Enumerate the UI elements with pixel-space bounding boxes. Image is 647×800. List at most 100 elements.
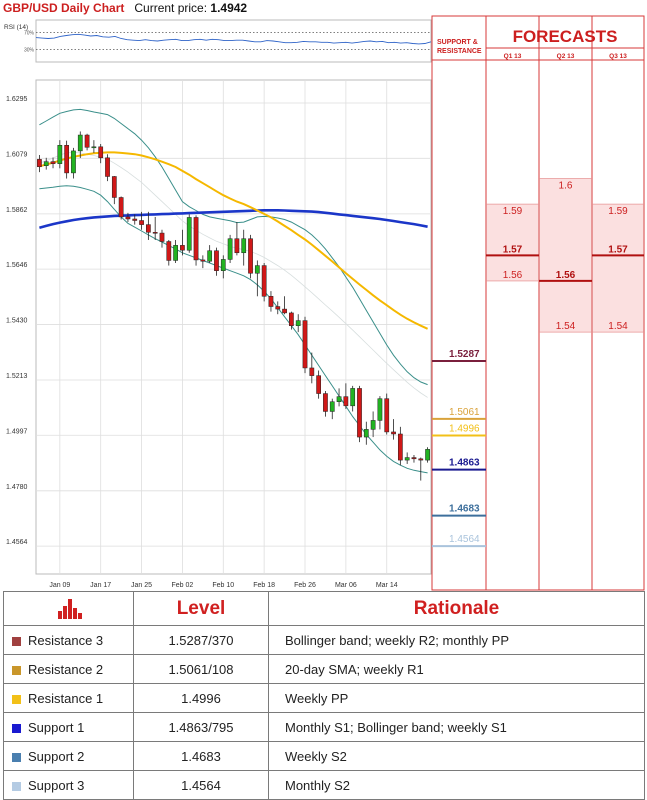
forecast-range-box — [486, 203, 539, 282]
candle-body — [193, 217, 199, 261]
candle-body — [350, 388, 356, 407]
sr-level-label: 1.4683 — [449, 504, 480, 515]
level-name-cell: Support 3 — [3, 770, 134, 800]
candle-body — [397, 433, 403, 461]
candle-body — [71, 150, 76, 174]
x-tick-label: Feb 10 — [212, 582, 234, 589]
candle-body — [377, 398, 383, 421]
forecast-column-header: Q3 13 — [609, 53, 627, 60]
level-name: Resistance 1 — [28, 690, 104, 706]
candle-body — [254, 265, 260, 274]
candle-body — [309, 367, 315, 376]
candle-body — [241, 238, 247, 254]
candle-body — [173, 245, 178, 261]
forecast-title: FORECASTS — [513, 27, 618, 46]
candle-body — [111, 176, 117, 198]
candle-body — [289, 312, 294, 326]
price-value: 1.4942 — [210, 1, 248, 15]
candle-body — [343, 396, 349, 407]
levels-table: Level Rationale Resistance 3 1.5287/370 Bo… — [3, 591, 645, 800]
candle-body — [275, 306, 281, 310]
candle-body — [132, 218, 138, 221]
candle-body — [302, 320, 308, 369]
candle-body — [268, 296, 274, 307]
bar-chart-icon — [56, 598, 82, 619]
level-name: Resistance 2 — [28, 661, 104, 677]
candle-body — [234, 238, 240, 254]
level-value-cell: 1.4683 — [133, 741, 269, 771]
forecast-high-label: 1.59 — [503, 206, 523, 217]
level-rationale-cell: Monthly S2 — [268, 770, 645, 800]
forecast-range-box — [592, 203, 644, 333]
y-tick-label: 1.6295 — [6, 96, 28, 103]
candle-body — [418, 458, 424, 461]
candle-body — [139, 220, 144, 225]
level-value-cell: 1.4863/795 — [133, 712, 269, 742]
y-tick-label: 1.5213 — [6, 373, 28, 380]
levels-table-row: Support 1 1.4863/795 Monthly S1; Bollinger… — [3, 712, 645, 742]
level-color-swatch — [12, 781, 21, 791]
candle-body — [84, 134, 90, 148]
candle-body — [391, 431, 396, 435]
candle-body — [404, 457, 410, 461]
rationale-column-header: Rationale — [268, 591, 645, 626]
levels-header-row: Level Rationale — [3, 591, 645, 626]
candle-body — [186, 217, 192, 251]
levels-table-row: Support 2 1.4683 Weekly S2 — [3, 741, 645, 771]
forecast-low-label: 1.54 — [608, 321, 628, 332]
level-rationale-cell: 20-day SMA; weekly R1 — [268, 654, 645, 684]
level-color-swatch — [12, 723, 21, 733]
candle-body — [282, 308, 287, 314]
chart-canvas: RSI (14)70% 30% 1.6295 1.6079 1.5862 1.5646 1.… — [4, 15, 645, 591]
y-tick-label: 1.5430 — [6, 317, 28, 324]
bollinger-upper-line — [39, 108, 428, 386]
candle-body — [336, 396, 342, 402]
level-name: Support 1 — [28, 719, 85, 735]
rsi-line — [35, 33, 432, 45]
chart-title: GBP/USD Daily Chart — [3, 1, 125, 15]
rsi-title: RSI (14) — [4, 24, 28, 31]
forecast-panel-border — [431, 15, 645, 591]
candle-body — [261, 265, 267, 297]
y-tick-label: 1.4997 — [6, 428, 28, 435]
x-tick-label: Mar 06 — [335, 582, 357, 589]
candle-body — [425, 449, 430, 461]
candle-body — [125, 216, 131, 220]
level-column-header: Level — [133, 591, 269, 626]
levels-table-row: Resistance 2 1.5061/108 20-day SMA; weekly… — [3, 654, 645, 684]
candle-body — [200, 259, 206, 262]
level-name-cell: Support 2 — [3, 741, 134, 771]
forecast-mid-label: 1.57 — [608, 244, 628, 255]
level-color-swatch — [12, 694, 21, 704]
level-value-cell: 1.5287/370 — [133, 625, 269, 655]
level-rationale-cell: Weekly PP — [268, 683, 645, 713]
x-tick-label: Jan 09 — [49, 582, 70, 589]
candle-body — [295, 320, 301, 326]
forecast-low-label: 1.54 — [556, 321, 576, 332]
level-name-cell: Resistance 2 — [3, 654, 134, 684]
forecast-range-box — [539, 178, 592, 333]
candle-body — [166, 241, 172, 261]
sr-level-label: 1.5061 — [449, 407, 480, 418]
rsi-tick-label: 70% — [24, 31, 35, 37]
level-color-swatch — [12, 636, 21, 646]
candle-body — [357, 388, 362, 438]
level-name: Support 3 — [28, 777, 85, 793]
level-rationale-cell: Weekly S2 — [268, 741, 645, 771]
candle-body — [43, 161, 49, 166]
candle-body — [91, 146, 97, 149]
level-color-swatch — [12, 665, 21, 675]
candle-body — [323, 393, 328, 412]
forecast-high-label: 1.6 — [559, 181, 573, 192]
candle-body — [50, 161, 56, 164]
candle-body — [227, 238, 233, 260]
candle-body — [152, 232, 158, 234]
bollinger-lower-line — [39, 185, 428, 474]
bollinger-middle-line — [39, 151, 428, 398]
sma-short-line — [39, 151, 429, 330]
sr-header: SUPPORT & — [437, 39, 478, 46]
candle-body — [220, 259, 226, 271]
forecast-column-header: Q2 13 — [557, 53, 575, 60]
candle-body — [64, 145, 70, 174]
level-value-cell: 1.5061/108 — [133, 654, 269, 684]
